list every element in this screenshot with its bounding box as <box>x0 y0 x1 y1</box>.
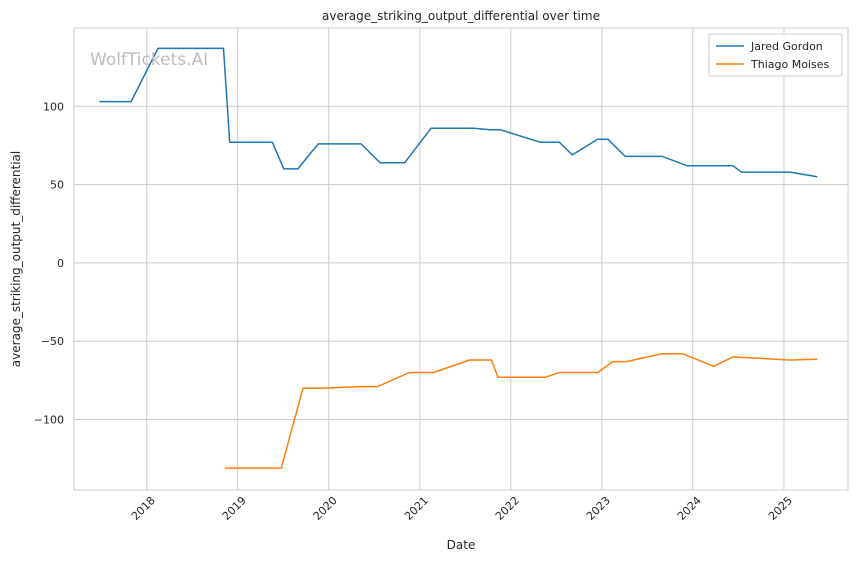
legend-box <box>708 33 843 77</box>
x-tick-label: 2021 <box>402 494 431 523</box>
x-tick-label: 2019 <box>220 494 249 523</box>
x-tick-label: 2022 <box>493 494 522 523</box>
x-tick-label: 2023 <box>584 494 613 523</box>
x-tick-label: 2024 <box>675 494 704 523</box>
x-tick-label: 2018 <box>129 494 158 523</box>
x-tick-label: 2020 <box>311 494 340 523</box>
series-line-thiago-moises <box>224 352 818 469</box>
chart-title: average_striking_output_differential ove… <box>322 9 600 23</box>
y-tick-label: −50 <box>41 335 64 348</box>
y-tick-label: 100 <box>43 100 64 113</box>
plot-background <box>74 28 848 490</box>
legend-label-jared-gordon: Jared Gordon <box>750 40 823 53</box>
x-axis-title: Date <box>447 538 476 552</box>
x-axis-ticks: 2018 2019 2020 2021 2022 2023 2024 2025 <box>129 494 795 523</box>
y-tick-label: −100 <box>34 414 64 427</box>
y-tick-label: 50 <box>50 179 64 192</box>
legend: Jared Gordon Thiago Moises <box>708 33 843 77</box>
legend-label-thiago-moises: Thiago Moises <box>750 58 829 71</box>
y-axis-ticks: 100 50 0 −50 −100 <box>34 100 64 426</box>
series-lines <box>99 47 818 469</box>
watermark-text: WolfTickets.AI <box>90 50 208 70</box>
x-tick-label: 2025 <box>766 494 795 523</box>
y-tick-label: 0 <box>57 257 64 270</box>
grid-lines <box>74 28 848 490</box>
series-line-jared-gordon <box>99 47 818 178</box>
plot-frame <box>73 27 849 491</box>
y-axis-title: average_striking_output_differential <box>9 151 23 367</box>
